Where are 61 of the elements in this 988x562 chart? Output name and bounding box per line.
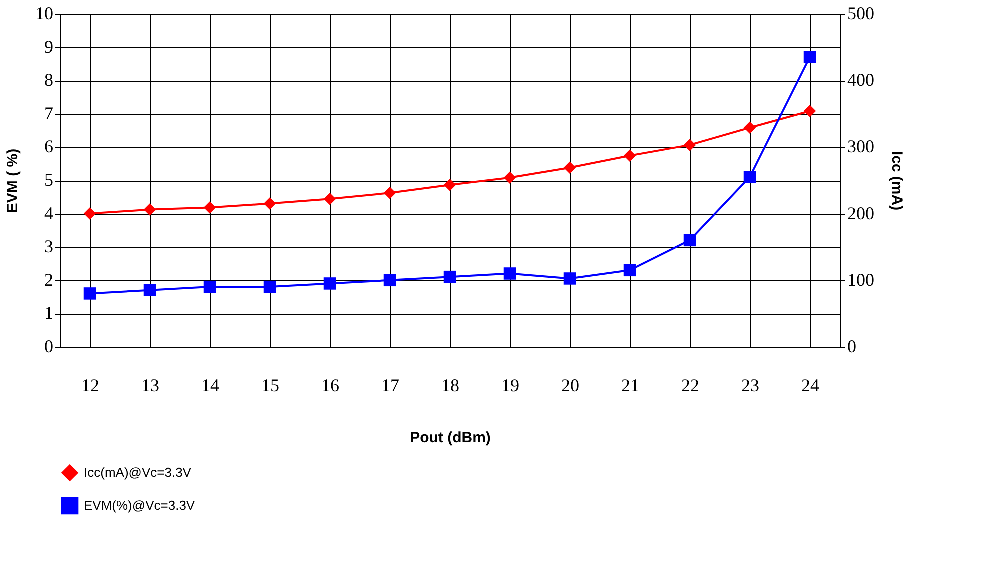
y2-tick-label: 300 xyxy=(848,136,874,157)
point xyxy=(384,187,396,200)
point xyxy=(684,139,696,152)
point xyxy=(804,105,816,118)
y2-tick-label: 500 xyxy=(848,4,874,24)
y-tick-label: 7 xyxy=(44,103,54,124)
point xyxy=(564,272,576,285)
point xyxy=(684,234,696,247)
point xyxy=(84,208,96,220)
point xyxy=(84,288,96,300)
y-tick-label: 8 xyxy=(44,70,54,90)
point xyxy=(204,280,216,294)
x-tick-label: 24 xyxy=(802,376,820,396)
y2-tick-label: 400 xyxy=(848,70,874,90)
y-tick-label: 9 xyxy=(44,36,54,57)
y-tick-label: 1 xyxy=(44,303,54,324)
y-axis-title: EVM ( %) xyxy=(4,148,22,214)
point xyxy=(744,171,756,184)
point xyxy=(384,274,396,287)
point xyxy=(504,268,516,280)
x-axis-title: Pout (dBm) xyxy=(410,430,491,446)
point xyxy=(744,122,756,134)
point xyxy=(324,193,336,206)
point xyxy=(564,162,576,174)
x-tick-label: 20 xyxy=(562,376,580,396)
y-tick-label: 5 xyxy=(44,170,54,190)
point xyxy=(264,198,276,210)
x-tick-label: 14 xyxy=(202,376,220,396)
point xyxy=(444,179,456,192)
point xyxy=(264,280,276,294)
x-tick-label: 13 xyxy=(142,376,160,396)
x-tick-label: 19 xyxy=(502,376,520,396)
x-tick-label: 15 xyxy=(262,376,280,396)
y-tick-label: 6 xyxy=(44,136,54,157)
point xyxy=(144,204,156,216)
y2-axis-title: Icc (mA) xyxy=(888,151,906,211)
point xyxy=(144,284,156,297)
x-tick-label: 18 xyxy=(442,376,460,396)
y-tick-label: 2 xyxy=(44,270,54,290)
x-tick-label: 22 xyxy=(682,376,700,396)
x-tick-label: 16 xyxy=(322,376,340,396)
point xyxy=(624,150,636,162)
y2-tick-label: 100 xyxy=(848,270,874,290)
point xyxy=(444,270,456,284)
legend-label: EVM(%)@Vc=3.3V xyxy=(84,498,196,513)
x-tick-label: 12 xyxy=(82,376,100,396)
legend-label: Icc(mA)@Vc=3.3V xyxy=(84,465,192,480)
point xyxy=(504,172,516,184)
point xyxy=(204,202,216,214)
y2-tick-label: 200 xyxy=(848,203,874,224)
x-tick-label: 23 xyxy=(742,376,760,396)
y-tick-label: 3 xyxy=(44,236,54,257)
point xyxy=(804,51,816,64)
x-tick-label: 17 xyxy=(382,376,400,396)
point xyxy=(624,264,636,277)
point xyxy=(324,278,336,290)
y-tick-label: 0 xyxy=(44,336,54,356)
y-tick-label: 10 xyxy=(36,4,54,24)
y-tick-label: 4 xyxy=(44,203,54,224)
y2-tick-label: 0 xyxy=(848,336,856,356)
x-tick-label: 21 xyxy=(622,376,640,396)
